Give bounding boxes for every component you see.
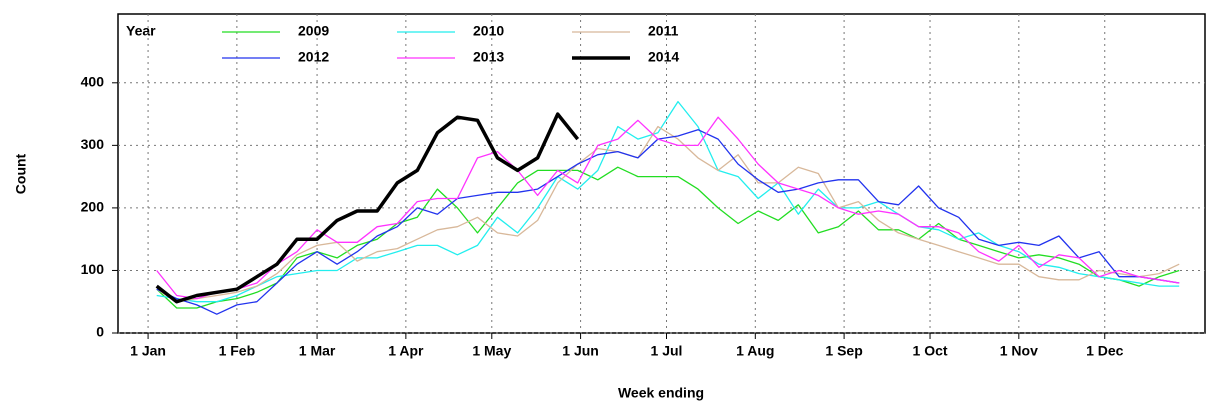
legend-label: 2011 xyxy=(648,23,679,39)
series-line xyxy=(156,129,1180,315)
series-line xyxy=(156,166,1180,309)
y-tick-label: 0 xyxy=(96,324,104,340)
series-line xyxy=(156,116,1180,300)
y-tick-label: 400 xyxy=(81,74,105,90)
x-tick-label: 1 Jan xyxy=(130,343,166,359)
legend-title: Year xyxy=(126,23,156,39)
y-tick-label: 300 xyxy=(81,136,105,152)
legend-label: 2014 xyxy=(648,49,679,65)
legend-label: 2010 xyxy=(473,23,504,39)
x-tick-label: 1 Jul xyxy=(651,343,683,359)
x-tick-label: 1 Dec xyxy=(1086,343,1124,359)
x-tick-label: 1 Feb xyxy=(219,343,256,359)
legend-label: 2012 xyxy=(298,49,329,65)
series-line xyxy=(155,112,580,304)
series-line xyxy=(156,100,1180,303)
x-tick-label: 1 Sep xyxy=(825,343,862,359)
plot-frame xyxy=(117,13,1206,334)
x-tick-label: 1 Mar xyxy=(299,343,336,359)
x-tick-label: 1 Nov xyxy=(1000,343,1038,359)
y-tick-label: 100 xyxy=(81,261,105,277)
x-tick-label: 1 Oct xyxy=(913,343,948,359)
x-tick-label: 1 May xyxy=(472,343,511,359)
legend-label: 2009 xyxy=(298,23,329,39)
legend-label: 2013 xyxy=(473,49,504,65)
x-tick-label: 1 Jun xyxy=(562,343,599,359)
x-tick-label: 1 Apr xyxy=(388,343,424,359)
x-tick-label: 1 Aug xyxy=(736,343,774,359)
x-axis-label: Week ending xyxy=(618,385,704,401)
series-line xyxy=(156,125,1180,303)
y-axis-label: Count xyxy=(13,153,29,194)
y-tick-label: 200 xyxy=(81,199,105,215)
